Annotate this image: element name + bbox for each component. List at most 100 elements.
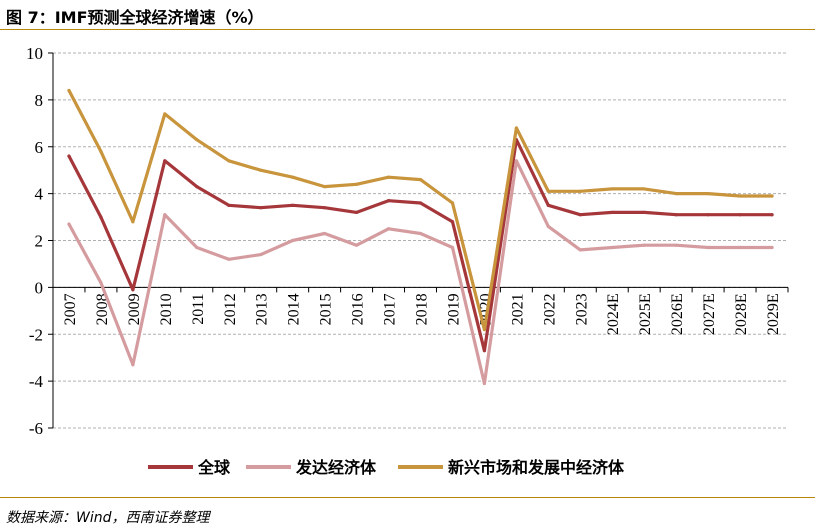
data-point	[578, 189, 582, 193]
x-tick-label: 2011	[190, 293, 207, 324]
x-tick-label: 2026E	[669, 293, 686, 335]
data-point	[291, 238, 295, 243]
data-point	[674, 213, 678, 217]
data-point	[514, 159, 518, 163]
data-point	[738, 194, 742, 198]
y-tick-label: 6	[35, 138, 44, 157]
data-point	[195, 138, 199, 142]
figure-title: 图 7：IMF预测全球经济增速（%）	[6, 8, 264, 27]
y-tick-label: 10	[26, 44, 43, 63]
x-tick-label: 2013	[254, 293, 271, 325]
y-tick-label: -4	[29, 372, 44, 391]
data-point	[642, 187, 646, 191]
x-tick-label: 2015	[318, 293, 335, 325]
legend-label: 新兴市场和发展中经济体	[448, 458, 625, 477]
data-point	[291, 203, 295, 207]
gridlines	[53, 52, 788, 429]
y-tick-label: 4	[35, 185, 44, 204]
data-point	[291, 175, 295, 179]
x-tick-label: 2024E	[605, 293, 622, 335]
y-tick-labels: 10 8 6 4 2 0 -2 -4 -6	[26, 44, 44, 438]
data-point	[163, 159, 167, 163]
data-point	[482, 381, 487, 386]
series-lines	[67, 88, 774, 386]
x-tick-label: 2025E	[637, 293, 654, 335]
x-tick-label: 2029E	[765, 293, 782, 335]
y-tick-label: 8	[35, 91, 44, 110]
data-point	[131, 220, 135, 224]
x-tick-label: 2012	[222, 293, 239, 325]
x-tick-label: 2010	[158, 293, 175, 325]
legend-label: 发达经济体	[295, 458, 377, 477]
data-point	[610, 245, 614, 250]
data-point	[259, 168, 263, 172]
data-point	[67, 88, 71, 93]
legend-label: 全球	[197, 458, 231, 477]
y-tick-label: 0	[35, 278, 44, 297]
data-point	[323, 231, 327, 236]
data-point	[578, 213, 582, 217]
top-rule	[0, 29, 815, 30]
data-point	[770, 213, 774, 217]
data-point	[386, 227, 391, 231]
data-point	[67, 222, 71, 226]
data-point	[546, 189, 550, 193]
data-point	[514, 126, 518, 130]
y-tick-label: -2	[29, 325, 43, 344]
data-point	[227, 257, 231, 261]
data-point	[418, 201, 423, 205]
y-tick-label: 2	[35, 232, 44, 251]
data-point	[770, 245, 774, 250]
data-point	[227, 203, 231, 207]
x-tick-label: 2022	[541, 293, 558, 325]
data-point	[706, 213, 710, 217]
data-point	[99, 149, 103, 154]
data-point	[99, 215, 103, 219]
x-tick-label: 2018	[414, 293, 431, 325]
x-tick-label: 2017	[382, 293, 399, 325]
series-line-1	[67, 159, 774, 386]
data-point	[610, 187, 614, 191]
data-point	[259, 252, 263, 257]
data-point	[386, 175, 391, 179]
data-point	[418, 231, 423, 236]
data-point	[195, 245, 199, 250]
data-point	[546, 203, 550, 207]
data-point	[386, 199, 391, 203]
data-point	[354, 182, 359, 186]
data-point	[259, 206, 263, 210]
data-point	[578, 248, 582, 252]
data-point	[323, 206, 327, 210]
y-tick-label: -6	[29, 419, 43, 438]
data-point	[163, 112, 167, 116]
data-point	[738, 213, 742, 217]
data-point	[674, 192, 678, 196]
x-tick-label: 2019	[445, 293, 462, 325]
data-point	[354, 210, 359, 214]
data-point	[99, 281, 103, 285]
data-point	[195, 184, 199, 189]
data-point	[163, 213, 167, 217]
data-point	[642, 210, 646, 214]
x-tick-label: 2021	[509, 293, 526, 325]
x-tick-label: 2007	[62, 293, 79, 325]
bottom-rule	[0, 497, 815, 498]
data-point	[323, 184, 327, 189]
data-point	[610, 210, 614, 214]
data-point	[131, 288, 135, 292]
data-point	[450, 201, 455, 205]
data-point	[706, 245, 710, 250]
data-point	[418, 177, 423, 182]
data-point	[450, 245, 455, 250]
data-point	[642, 243, 646, 247]
legend: 全球 发达经济体 新兴市场和发展中经济体	[148, 458, 625, 477]
x-tick-label: 2027E	[701, 293, 718, 335]
data-point	[450, 220, 455, 224]
data-point	[546, 224, 550, 229]
data-point	[482, 349, 487, 353]
data-point	[770, 194, 774, 198]
data-point	[131, 363, 135, 367]
axes	[48, 52, 789, 429]
x-tick-label: 2023	[573, 293, 590, 325]
